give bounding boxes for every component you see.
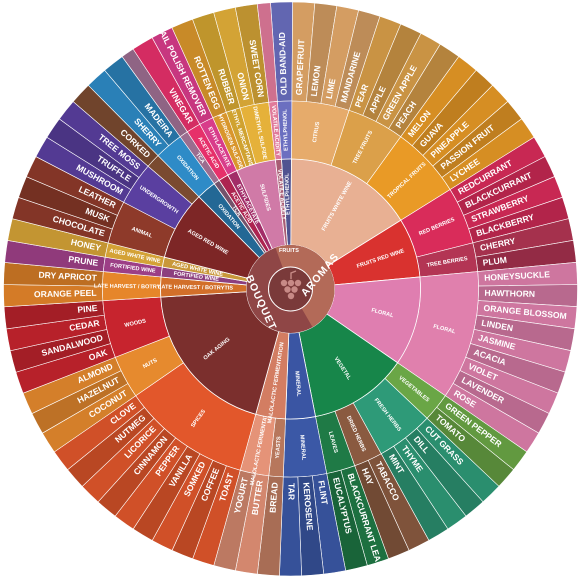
core-fruits-label: FRUITS	[279, 248, 299, 254]
item-label: LIME	[324, 77, 338, 99]
grape-bunch-icon	[280, 270, 302, 300]
item-label: ORANGE PEEL	[34, 288, 97, 299]
item-label: HONEYSUCKLE	[484, 269, 551, 283]
family-label-mineral: MINERAL	[298, 435, 306, 461]
family-label-yeasts: YEASTS	[275, 436, 283, 459]
family-label-fortified: FORTIFIED WINE	[110, 263, 156, 275]
item-label: DRY APRICOT	[38, 270, 98, 283]
outer-ring: OLD BAND-AID GRAPEFRUIT LEMON LIME MANDARINE…	[3, 1, 578, 577]
item-label: PRUNE	[68, 254, 99, 268]
family-label-old-band-aid: ETHYLPHENOL	[282, 109, 289, 151]
item-label: FLINT	[316, 480, 330, 506]
family-label-volatile: VOLATILE ACIDITY	[270, 105, 281, 157]
group-label: MINERAL	[293, 371, 301, 397]
item-label: BREAD	[267, 482, 279, 513]
item-label: OLD BAND-AID	[277, 32, 289, 95]
group-label: FLORAL	[371, 308, 395, 320]
item-label: PINE	[77, 303, 98, 315]
family-label-leaves: LEAVES	[327, 431, 339, 454]
family-label-woods: WOODS	[124, 318, 147, 329]
item-label: GRAPEFRUIT	[294, 38, 307, 95]
group-label: VOLATILE ACIDITY	[276, 169, 287, 221]
group-label: FORTIFIED WINE	[173, 271, 219, 283]
group-label: LATE HARVEST / BOTRYTIS	[158, 284, 233, 291]
group-label: ETHYLPHENOL	[284, 173, 291, 215]
family-label-citrus: CITRUS	[312, 121, 321, 143]
core-circle: AROMAS BOUQUET FRUITS	[243, 244, 342, 333]
family-label-floral: FLORAL	[432, 324, 456, 336]
item-label: LEMON	[309, 65, 323, 97]
item-label: KEROSENE	[301, 482, 315, 531]
item-label: TAR	[286, 483, 296, 501]
family-label-late-harvest: LATE HARVEST / BOTRYTIS	[94, 283, 169, 290]
family-label-tca: TCA	[194, 152, 205, 165]
group-label: TCA	[230, 205, 241, 218]
item-label: HAWTHORN	[484, 288, 535, 299]
item-label: PLUM	[482, 255, 507, 268]
